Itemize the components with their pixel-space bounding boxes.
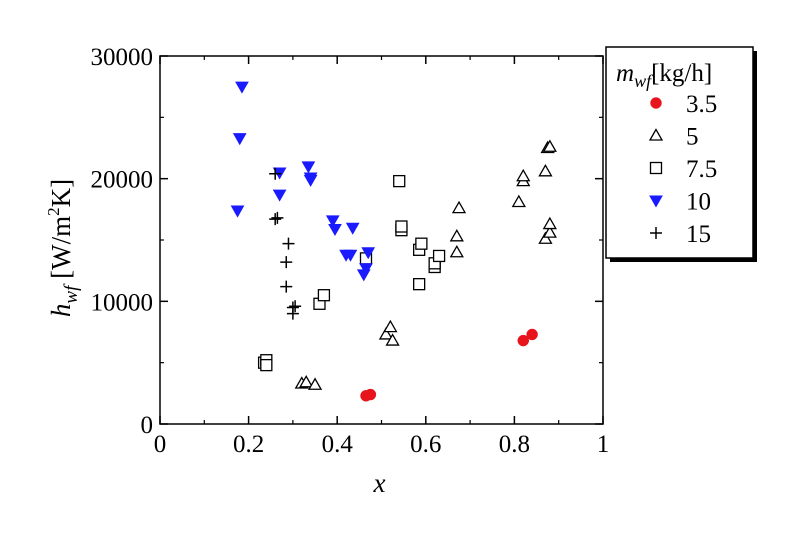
x-axis-title: x <box>373 468 386 498</box>
data-point <box>413 278 426 291</box>
data-point <box>282 237 295 250</box>
x-tick-label: 0.6 <box>410 431 441 458</box>
data-point <box>538 231 553 244</box>
legend-box <box>605 46 754 259</box>
data-point <box>378 327 394 340</box>
data-point <box>359 263 373 276</box>
data-point <box>317 289 331 302</box>
y-tick-label: 0 <box>141 412 154 439</box>
data-point <box>538 163 553 177</box>
data-point <box>280 280 293 293</box>
x-tick-label: 0.2 <box>233 431 264 458</box>
data-point <box>301 161 316 174</box>
data-point <box>415 237 428 250</box>
series-15 <box>269 167 302 320</box>
data-point <box>328 223 342 236</box>
legend-marker <box>650 97 662 109</box>
data-point <box>385 333 400 346</box>
legend-label: 5 <box>686 124 699 151</box>
data-point <box>269 213 282 226</box>
data-point <box>432 249 446 263</box>
data-point <box>395 220 408 233</box>
x-tick-label: 1 <box>597 431 610 458</box>
legend-title: mwf[kg/h] <box>616 60 712 91</box>
data-point <box>235 81 249 94</box>
data-point <box>449 229 464 242</box>
legend-label: 7.5 <box>686 156 717 183</box>
data-point <box>289 300 302 313</box>
data-point <box>526 328 538 341</box>
data-point <box>232 133 247 146</box>
legend-label: 3.5 <box>686 91 717 118</box>
data-point <box>230 205 245 218</box>
series-3-5 <box>360 328 538 402</box>
legend-label: 10 <box>686 189 711 216</box>
data-point <box>364 388 377 401</box>
data-point <box>303 172 318 185</box>
data-point <box>343 249 358 262</box>
data-point <box>542 139 557 152</box>
data-point <box>286 307 299 320</box>
x-tick-label: 0 <box>154 431 167 458</box>
legend: mwf[kg/h]3.5 5 7.5 10 15 <box>605 46 757 262</box>
legend-label: 15 <box>686 221 711 248</box>
data-point <box>516 168 531 182</box>
x-tick-label: 0.8 <box>499 431 530 458</box>
data-point <box>325 215 340 228</box>
plot-area: 0 0.2 0.4 0.6 0.8 1 0 10000 20000 30000 x <box>91 44 610 498</box>
y-tick-label: 30000 <box>91 44 154 71</box>
y-tick-label: 20000 <box>91 167 154 194</box>
data-point <box>393 174 406 188</box>
series-7-5 <box>257 174 446 372</box>
data-point <box>542 216 557 230</box>
legend-marker <box>649 195 663 208</box>
data-point <box>511 194 526 208</box>
series-10 <box>230 81 376 282</box>
data-point <box>345 222 360 235</box>
y-axis-label: hwf [W/m2K] <box>44 179 82 317</box>
legend-marker <box>648 128 664 141</box>
y-axis-title: hwf [W/m2K] <box>44 179 82 317</box>
data-point <box>272 189 287 202</box>
data-point <box>542 225 557 238</box>
legend-marker <box>650 227 662 239</box>
plot-frame <box>159 55 604 425</box>
data-point <box>299 374 314 388</box>
data-point <box>361 247 376 260</box>
y-tick-label: 10000 <box>91 289 154 316</box>
data-point <box>449 244 464 258</box>
data-point <box>260 358 273 372</box>
data-point <box>280 256 293 269</box>
legend-marker <box>649 161 663 175</box>
data-point <box>271 211 284 224</box>
data-point <box>269 167 282 180</box>
data-point <box>517 334 530 347</box>
series-5 <box>294 139 557 390</box>
data-point <box>307 377 323 390</box>
data-point <box>383 319 398 333</box>
x-tick-label: 0.4 <box>322 431 354 458</box>
data-point <box>451 200 467 214</box>
